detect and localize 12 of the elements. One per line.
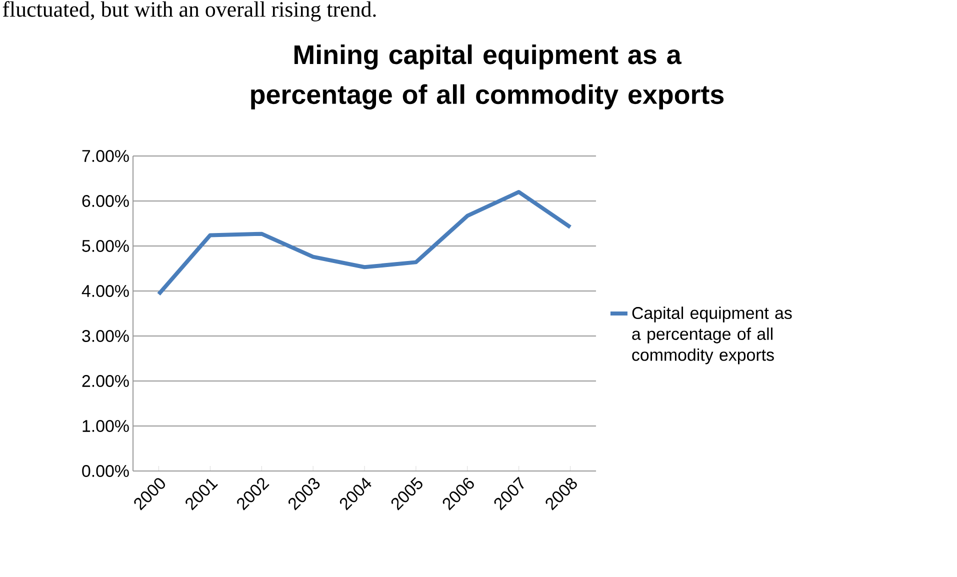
y-tick-label: 5.00% [82,240,129,252]
y-tick-label: 3.00% [82,330,129,342]
y-tick-label: 4.00% [82,284,129,297]
legend-label: Capital equipment as a percentage of all commodity exports [632,306,792,364]
y-tick-label: 7.00% [82,150,129,162]
y-tick-label: 0.00% [82,464,129,477]
y-tick-label: 1.00% [82,420,129,432]
y-tick-label: 2.00% [82,374,129,387]
text: fluctuated, but with an overall rising trend. [2,1,376,22]
line-series [156,190,572,296]
y-tick-label: 6.00% [82,194,129,207]
chart-title: Mining capital equipment as a percentage of all commodity exports [251,44,724,110]
